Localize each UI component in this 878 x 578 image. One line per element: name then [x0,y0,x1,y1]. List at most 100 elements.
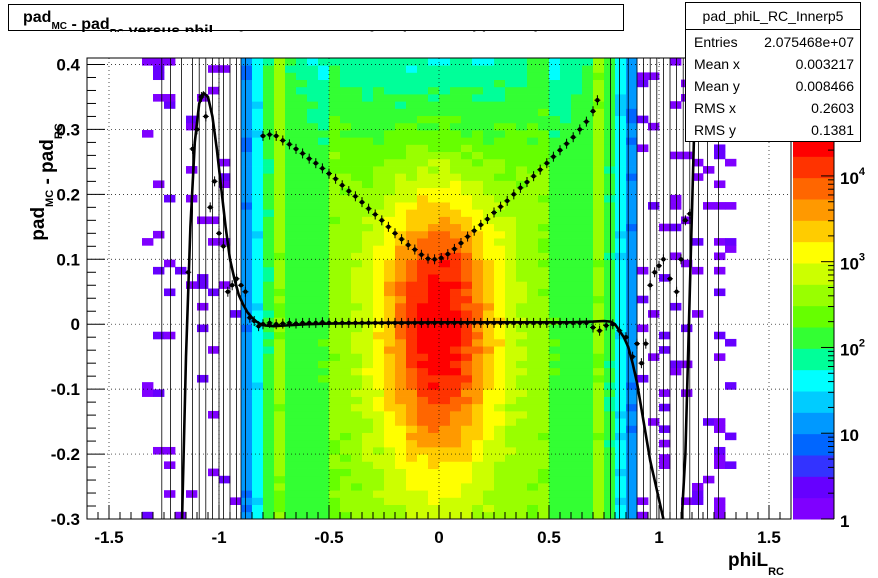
heat-cell [241,216,253,225]
heat-cell [494,216,506,225]
heat-cell [439,158,451,167]
heat-cell [285,324,297,333]
heat-cell [538,58,550,66]
heat-cell [351,166,363,174]
heat-cell [483,497,495,505]
heat-cell [373,274,385,282]
heat-cell [307,439,319,448]
heat-cell [461,446,473,455]
heat-cell [417,101,429,109]
heat-cell [329,389,341,397]
heat-cell [285,144,297,153]
heat-cell [582,468,594,477]
heat-cell [626,252,638,261]
heat-cell [362,151,374,160]
heat-cell [406,238,418,246]
heat-cell [219,281,231,289]
heat-cell [395,223,407,232]
heat-cell [241,238,253,246]
heat-cell [461,396,473,405]
heat-cell [538,274,550,282]
heat-cell [472,338,484,347]
heat-cell [373,346,385,354]
heat-cell [384,259,396,268]
heat-cell [560,396,572,405]
heat-cell [142,389,154,397]
heat-cell [604,158,616,167]
heat-cell [439,238,451,246]
heat-cell [681,259,693,268]
heat-cell [714,454,726,462]
heat-cell [307,338,319,347]
heat-cell [483,158,495,167]
heat-cell [395,302,407,311]
heat-cell [615,425,627,433]
heat-cell [241,259,253,268]
heat-cell [373,324,385,333]
heat-cell [593,338,605,347]
heat-cell [516,94,528,102]
heat-cell [274,266,286,275]
heat-cell [461,511,473,520]
heat-cell [373,281,385,289]
heat-cell [626,274,638,282]
x-tick-label: -1 [211,528,226,547]
heat-cell [483,382,495,390]
heat-cell [285,310,297,318]
heat-cell [461,475,473,484]
heat-cell [395,511,407,520]
heat-cell [615,389,627,397]
heat-cell [307,209,319,217]
heat-cell [318,259,330,268]
heat-cell [593,425,605,433]
heat-cell [285,238,297,246]
heat-cell [461,202,473,210]
heat-cell [362,302,374,311]
heat-cell [615,274,627,282]
heat-cell [274,108,286,117]
heat-cell [274,115,286,124]
heat-cell [439,274,451,282]
heat-cell [318,281,330,289]
heat-cell [516,144,528,153]
heat-cell [472,194,484,203]
heat-cell [417,331,429,340]
heat-cell [593,122,605,131]
heat-cell [373,209,385,217]
profile-point [307,156,312,161]
heat-cell [714,461,726,469]
heat-cell [351,202,363,210]
heat-cell [593,108,605,117]
heat-cell [538,461,550,469]
heat-cell [582,158,594,167]
heat-cell [296,65,308,73]
heat-cell [340,245,352,253]
heat-cell [241,331,253,340]
heat-cell [714,446,726,455]
heat-cell [153,389,165,397]
heat-cell [373,151,385,160]
heat-cell [494,439,506,448]
heat-cell [505,94,517,102]
heat-cell [362,94,374,102]
heat-cell [285,490,297,498]
heat-cell [692,266,704,275]
profile-point [300,151,305,156]
heat-cell [417,454,429,462]
heat-cell [604,403,616,412]
heat-cell [582,389,594,397]
heat-cell [241,382,253,390]
heat-cell [395,410,407,419]
heat-cell [307,173,319,181]
heat-cell [274,173,286,181]
heat-cell [417,108,429,117]
heat-cell [538,353,550,361]
heat-cell [285,94,297,102]
heat-cell [527,490,539,498]
profile-point [346,188,351,194]
profile-point [340,183,345,188]
heat-cell [549,230,561,239]
heat-cell [428,266,440,275]
heat-cell [582,338,594,347]
heat-cell [582,194,594,203]
